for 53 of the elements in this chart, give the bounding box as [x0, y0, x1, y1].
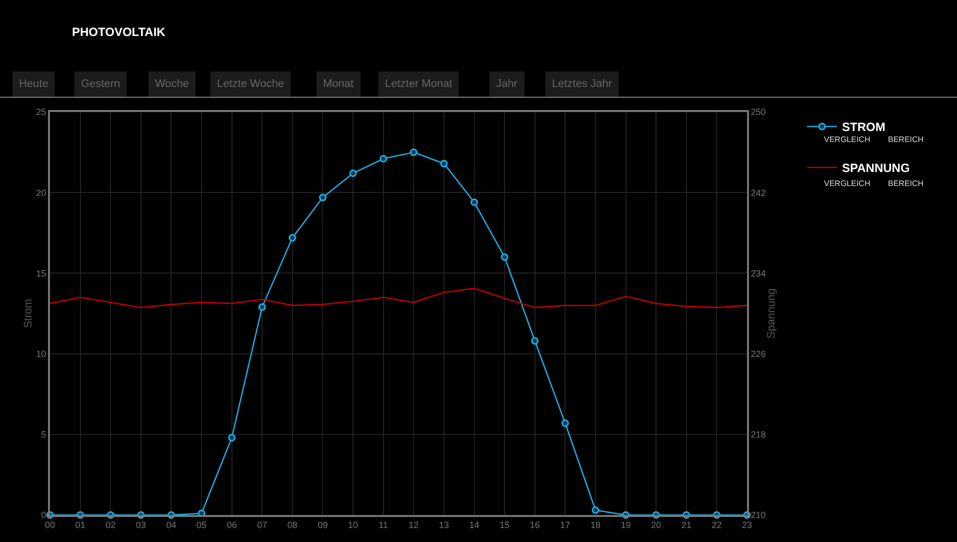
- text: Woche: [155, 78, 190, 90]
- x-tick-label: 12: [408, 520, 419, 530]
- x-tick-label: 09: [318, 520, 328, 530]
- y-tick-label: 25: [36, 107, 46, 118]
- text: Letzte Woche: [217, 78, 284, 90]
- text: Heute: [19, 78, 48, 90]
- text: Letztes Jahr: [552, 78, 612, 90]
- x-tick-label: 00: [44, 520, 56, 530]
- x-tick-label: 15: [500, 520, 510, 530]
- y2-axis-title: Spannung: [766, 288, 778, 339]
- legend-label: STROM: [842, 120, 886, 134]
- y-axis-title: Strom: [22, 298, 34, 328]
- y-tick-label: 15: [36, 268, 46, 278]
- x-tick-label: 14: [469, 520, 480, 530]
- chart-title: PHOTOVOLTAIK: [72, 25, 166, 39]
- y-tick-label: 20: [36, 188, 46, 198]
- x-tick-label: 20: [651, 520, 662, 530]
- x-tick-label: 11: [378, 520, 388, 530]
- text: VERGLEICH: [824, 135, 870, 144]
- text: BEREICH: [888, 135, 924, 144]
- y2-tick-label: 250: [750, 107, 766, 118]
- text: Letzter Monat: [385, 78, 452, 90]
- x-tick-label: 21: [681, 520, 692, 530]
- y2-tick-label: 210: [750, 510, 766, 520]
- x-tick-label: 05: [196, 520, 207, 530]
- text: Gestern: [81, 78, 120, 90]
- x-tick-label: 06: [226, 520, 237, 530]
- y2-tick-label: 234: [750, 268, 766, 278]
- x-tick-label: 13: [438, 520, 449, 530]
- legend-label: SPANNUNG: [842, 161, 910, 176]
- x-tick-label: 08: [287, 520, 298, 530]
- y-tick-label: 0: [41, 510, 46, 520]
- text: Jahr: [496, 78, 518, 90]
- x-tick-label: 23: [742, 520, 752, 530]
- x-tick-label: 07: [257, 520, 268, 530]
- x-tick-label: 17: [560, 520, 570, 530]
- x-tick-label: 03: [136, 520, 146, 530]
- text: VERGLEICH: [824, 179, 870, 188]
- y2-tick-label: 242: [750, 188, 766, 198]
- y-tick-label: 5: [41, 430, 46, 440]
- x-tick-label: 01: [75, 520, 86, 530]
- x-tick-label: 22: [712, 520, 722, 530]
- x-tick-label: 10: [348, 520, 358, 530]
- x-tick-label: 19: [620, 520, 631, 530]
- y2-tick-label: 218: [750, 430, 766, 440]
- x-tick-label: 04: [166, 520, 176, 530]
- x-tick-label: 02: [106, 520, 116, 530]
- x-tick-label: 16: [530, 520, 540, 530]
- x-tick-label: 18: [590, 520, 600, 530]
- y2-tick-label: 226: [750, 348, 766, 359]
- text: BEREICH: [888, 179, 924, 188]
- text: Monat: [323, 78, 354, 90]
- y-tick-label: 10: [36, 348, 46, 359]
